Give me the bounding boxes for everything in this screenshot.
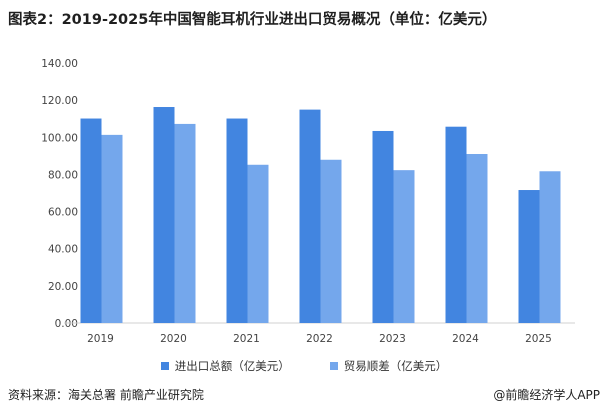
bar-2020-surplus [174, 123, 196, 324]
y-tick-label: 100.00 [41, 132, 78, 144]
source-note: 资料来源：海关总署 前瞻产业研究院 [8, 388, 204, 402]
bar-2019-total [80, 118, 102, 324]
legend-item-surplus: 贸易顺差（亿美元） [329, 358, 448, 374]
legend-item-total: 进出口总额（亿美元） [160, 358, 290, 374]
bar-2025-total [518, 190, 540, 323]
bar-2024-surplus [466, 154, 488, 323]
legend-label-surplus: 贸易顺差（亿美元） [343, 359, 448, 373]
x-tick-label: 2025 [525, 333, 552, 345]
bar-2025-surplus [539, 171, 561, 323]
x-tick-label: 2024 [452, 333, 479, 345]
legend-label-total: 进出口总额（亿美元） [174, 359, 290, 373]
y-tick-label: 40.00 [48, 244, 78, 256]
brand-label: @前瞻经济学人APP [493, 388, 600, 402]
bar-2022-surplus [320, 159, 342, 323]
bar-2023-total [372, 130, 394, 323]
x-tick-label: 2021 [233, 333, 260, 345]
x-tick-label: 2022 [306, 333, 333, 345]
bar-2021-surplus [247, 164, 269, 323]
y-tick-label: 0.00 [55, 318, 78, 330]
chart-title: 图表2：2019-2025年中国智能耳机行业进出口贸易概况（单位：亿美元） [8, 12, 497, 28]
y-tick-label: 20.00 [48, 281, 78, 293]
x-tick-label: 2023 [379, 333, 406, 345]
x-tick-label: 2020 [160, 333, 187, 345]
bar-2020-total [153, 107, 175, 323]
y-tick-label: 120.00 [41, 95, 78, 107]
y-tick-label: 140.00 [41, 58, 78, 70]
bar-2019-surplus [101, 134, 123, 323]
bar-2022-total [299, 109, 321, 323]
bar-2021-total [226, 118, 248, 324]
x-tick-label: 2019 [87, 333, 114, 345]
legend-swatch-total [160, 362, 169, 370]
y-tick-label: 60.00 [48, 207, 78, 219]
bar-2023-surplus [393, 170, 415, 323]
legend: 进出口总额（亿美元） 贸易顺差（亿美元） [0, 358, 608, 374]
legend-swatch-surplus [329, 362, 338, 370]
bar-2024-total [445, 126, 467, 323]
y-tick-label: 80.00 [48, 169, 78, 181]
